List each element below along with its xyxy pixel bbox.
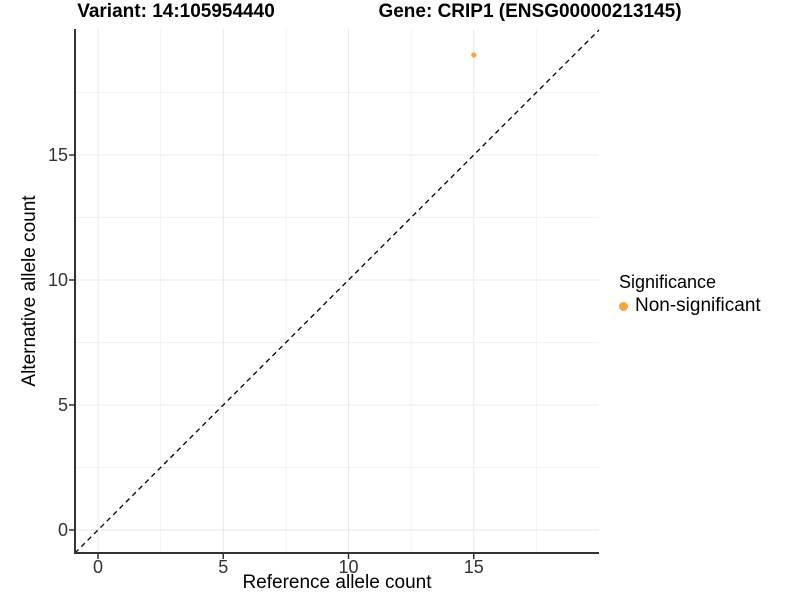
x-tick-label: 5 [218,557,228,577]
legend: Significance Non-significant [619,271,761,317]
legend-point-icon [619,301,628,311]
y-tick-label: 15 [48,145,68,165]
y-axis-label: Alternative allele count [19,195,40,387]
x-axis-label: Reference allele count [242,572,432,593]
x-tick-label: 0 [93,557,103,577]
legend-item-non-significant: Non-significant [619,295,761,317]
data-point [471,52,477,58]
identity-dashed-line [74,29,600,554]
y-tick-label: 0 [58,520,68,540]
y-tick-label: 10 [48,270,68,290]
plot-title-variant: Variant: 14:105954440 [77,1,275,22]
legend-item-label: Non-significant [635,295,761,316]
y-tick-label: 5 [58,395,68,415]
plot-title-gene: Gene: CRIP1 (ENSG00000213145) [378,1,682,22]
x-tick-label: 15 [464,557,484,577]
legend-title: Significance [619,272,717,292]
x-tick-label: 10 [338,557,358,577]
